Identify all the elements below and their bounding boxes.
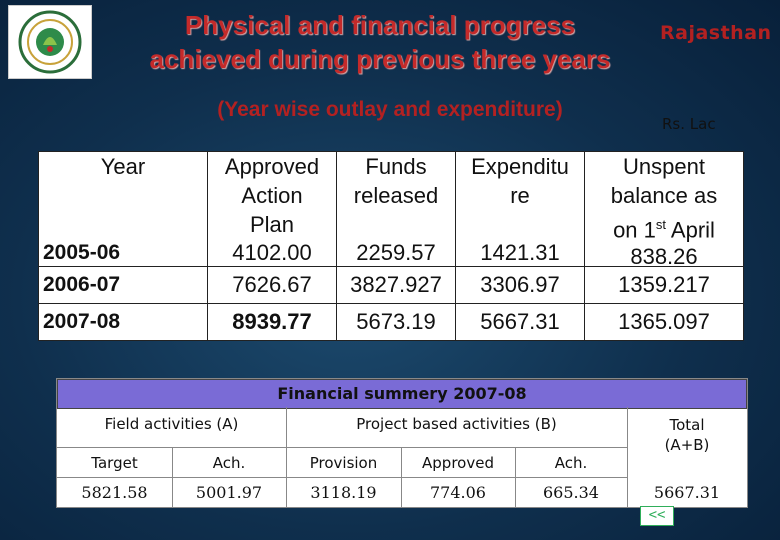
divider: [515, 447, 516, 507]
expenditure-value: 3306.97: [455, 266, 585, 304]
target-header: Target: [91, 454, 138, 472]
table-row: 2007-08 8939.77 5673.19 5667.31 1365.097: [38, 303, 744, 341]
project-activities-header: Project based activities (B): [356, 415, 557, 433]
divider: [401, 447, 402, 507]
divider: [172, 447, 173, 507]
progress-table: Year 2005-06 Approved Action Plan 4102.0…: [38, 151, 744, 341]
expenditure-header: Expenditu re: [471, 154, 569, 208]
year-header-cell: Year 2005-06: [38, 151, 208, 267]
divider: [57, 477, 627, 478]
ach-b-value: 665.34: [543, 483, 599, 502]
ach-b-header: Ach.: [554, 454, 588, 472]
emblem-icon: [18, 10, 82, 74]
unspent-header: Unspent balance as on 1st April: [610, 154, 718, 243]
approved-value: 774.06: [430, 483, 486, 502]
expenditure-value: 5667.31: [455, 303, 585, 341]
ach-a-header: Ach.: [212, 454, 246, 472]
year-cell: 2005-06: [43, 241, 121, 264]
unspent-header-cell: Unspent balance as on 1st April 838.26: [584, 151, 744, 270]
unit-label: Rs. Lac: [662, 115, 716, 133]
provision-value: 3118.19: [310, 483, 377, 502]
title-line-2: achieved during previous three years: [149, 44, 611, 74]
released-header: Funds released: [353, 154, 439, 208]
divider: [57, 447, 627, 448]
page-subtitle: (Year wise outlay and expenditure): [217, 98, 563, 121]
logo: [8, 5, 92, 79]
released-value: 5673.19: [336, 303, 456, 341]
ach-a-value: 5001.97: [195, 483, 263, 502]
released-header-cell: Funds released 2259.57: [336, 151, 456, 267]
total-value: 5667.31: [653, 483, 721, 502]
table-row: 2006-07 7626.67 3827.927 3306.97 1359.21…: [38, 266, 744, 304]
expenditure-value: 1421.31: [480, 240, 560, 265]
financial-summary-title: Financial summery 2007-08: [57, 379, 747, 409]
plan-header: Approved Action Plan: [224, 154, 320, 237]
year-cell: 2006-07: [38, 266, 208, 304]
year-header: Year: [100, 154, 146, 179]
table-header-row: Year 2005-06 Approved Action Plan 4102.0…: [38, 151, 744, 270]
provision-header: Provision: [309, 454, 378, 472]
unspent-value: 1365.097: [584, 303, 744, 341]
divider: [286, 407, 287, 507]
back-nav-button[interactable]: <<: [640, 506, 674, 526]
state-name: Rajasthan: [660, 22, 772, 44]
title-line-1: Physical and financial progress: [184, 10, 576, 40]
year-cell: 2007-08: [38, 303, 208, 341]
expenditure-header-cell: Expenditu re 1421.31: [455, 151, 585, 267]
plan-value: 8939.77: [207, 303, 337, 341]
total-header: Total (A+B): [664, 416, 710, 454]
plan-value: 7626.67: [207, 266, 337, 304]
unspent-value: 1359.217: [584, 266, 744, 304]
financial-summary-box: Financial summery 2007-08 Field activiti…: [56, 378, 748, 508]
plan-value: 4102.00: [232, 240, 312, 265]
released-value: 2259.57: [356, 240, 436, 265]
approved-header: Approved: [422, 454, 494, 472]
target-value: 5821.58: [81, 483, 148, 502]
plan-header-cell: Approved Action Plan 4102.00: [207, 151, 337, 267]
released-value: 3827.927: [336, 266, 456, 304]
page-title: Physical and financial progress achieved…: [110, 8, 650, 76]
unspent-value: 838.26: [630, 244, 698, 270]
field-activities-header: Field activities (A): [104, 415, 239, 433]
divider: [627, 407, 628, 507]
